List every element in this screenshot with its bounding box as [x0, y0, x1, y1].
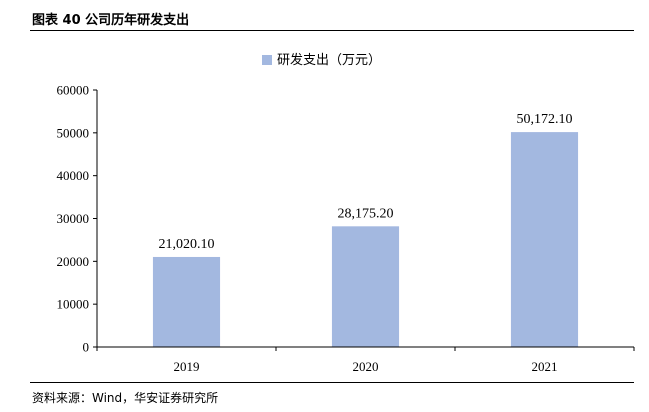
y-tick-label: 60000 [57, 83, 90, 98]
bars [152, 132, 579, 347]
data-label: 21,020.10 [159, 237, 215, 252]
bar-2021 [510, 132, 579, 347]
bar-2019 [152, 256, 221, 347]
figure-title: 图表 40 公司历年研发支出 [32, 13, 190, 28]
y-tick-label: 30000 [57, 211, 90, 226]
source-rule [30, 382, 634, 383]
data-label: 28,175.20 [338, 206, 394, 221]
x-tick-label: 2020 [353, 359, 379, 374]
legend-swatch [262, 55, 272, 65]
y-tick-label: 40000 [57, 168, 90, 183]
data-labels: 21,020.10 28,175.20 50,172.10 [159, 112, 573, 252]
y-tick-label: 0 [83, 340, 90, 355]
legend: 研发支出（万元） [262, 52, 381, 67]
title-rule [30, 30, 634, 31]
y-axis: 0 10000 20000 30000 40000 50000 60000 [57, 83, 98, 355]
x-tick-label: 2021 [532, 359, 558, 374]
y-tick-label: 10000 [57, 297, 90, 312]
bar-2020 [331, 226, 400, 347]
x-tick-label: 2019 [174, 359, 200, 374]
source-note: 资料来源：Wind，华安证券研究所 [32, 391, 219, 405]
x-axis: 2019 2020 2021 [96, 346, 635, 374]
y-tick-label: 20000 [57, 254, 90, 269]
legend-label: 研发支出（万元） [277, 52, 381, 67]
y-tick-label: 50000 [57, 125, 90, 140]
data-label: 50,172.10 [517, 112, 573, 127]
